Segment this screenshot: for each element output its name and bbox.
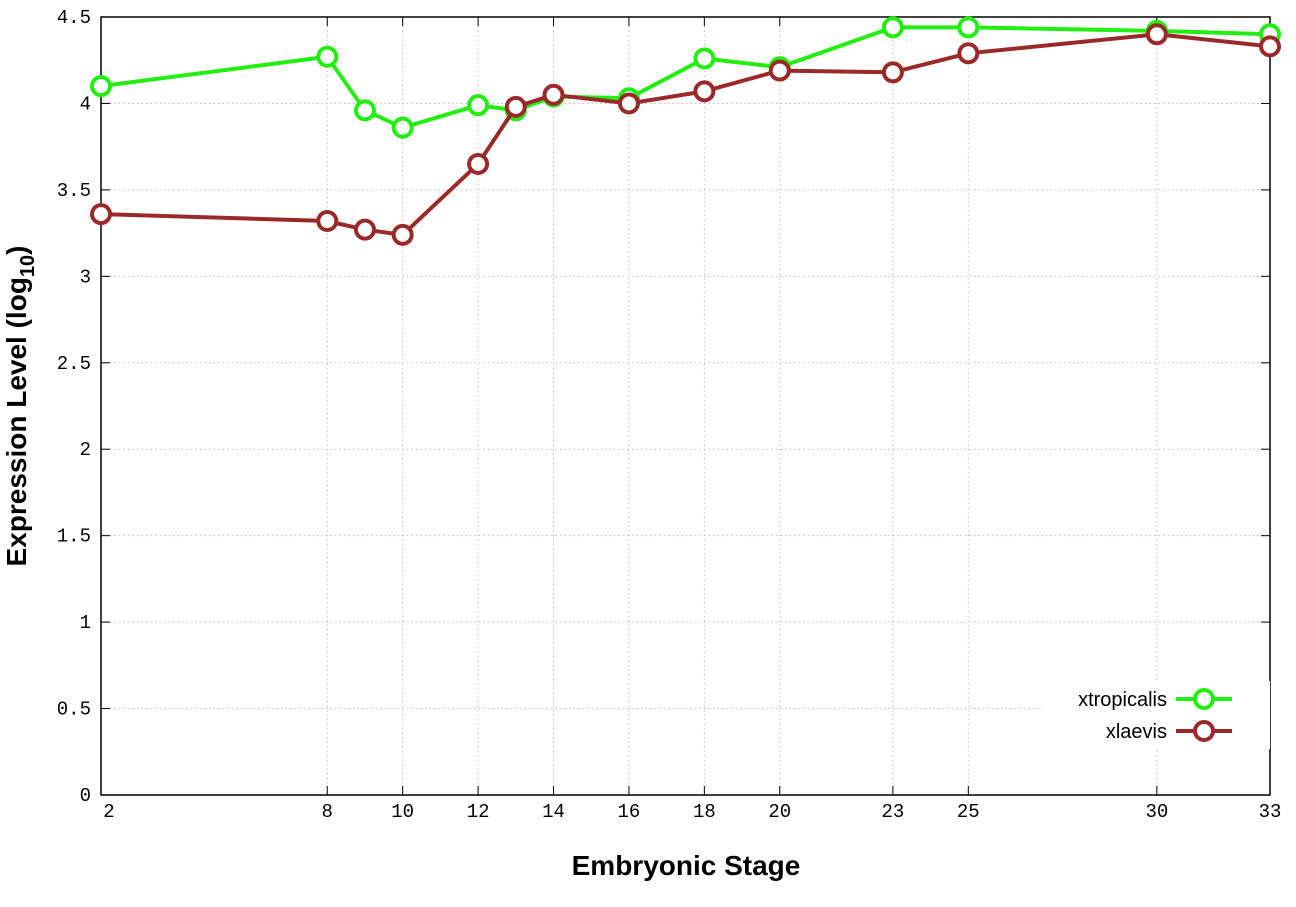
plot	[90, 16, 1281, 246]
data-point	[353, 99, 376, 122]
data-point	[1145, 23, 1168, 46]
y-tick-label: 2	[80, 439, 91, 461]
y-tick-label: 0	[80, 785, 91, 807]
data-point	[391, 116, 414, 139]
legend-label: xtropicalis	[1078, 689, 1167, 711]
legend: xtropicalis xlaevis	[1042, 681, 1270, 749]
x-tick-label: 20	[768, 801, 791, 823]
y-axis-label-text: Expression Level (log	[1, 277, 32, 566]
x-axis-label: Embryonic Stage	[572, 850, 801, 881]
data-point	[316, 210, 339, 233]
y-tick-label: 3.5	[57, 180, 91, 202]
y-tick-label: 2.5	[57, 353, 91, 375]
data-point	[957, 16, 980, 39]
data-point	[693, 47, 716, 70]
legend-background	[1042, 681, 1270, 749]
legend-label: xlaevis	[1106, 721, 1167, 743]
data-point	[881, 16, 904, 39]
x-tick-label: 2	[103, 801, 114, 823]
data-point	[90, 203, 112, 226]
data-point	[391, 223, 414, 246]
plot-frame	[100, 16, 1271, 796]
data-point	[316, 45, 339, 68]
y-tick-label: 3	[80, 266, 91, 288]
x-tick-label: 25	[957, 801, 980, 823]
data-point	[768, 59, 791, 82]
data-point	[353, 218, 376, 241]
x-tick-label: 33	[1259, 801, 1282, 823]
x-tick-label: 30	[1145, 801, 1168, 823]
x-tick-label: 8	[322, 801, 333, 823]
legend-marker	[1193, 720, 1215, 742]
x-tick-label: 12	[467, 801, 490, 823]
data-point	[467, 94, 490, 117]
data-point	[90, 75, 112, 98]
y-tick-label: 1	[80, 612, 91, 634]
data-point	[504, 95, 527, 118]
y-tick-label: 1.5	[57, 526, 91, 548]
x-tick-label: 23	[881, 801, 904, 823]
data-point	[693, 80, 716, 103]
data-point	[881, 61, 904, 84]
x-tick-label: 14	[542, 801, 565, 823]
data-point	[1259, 35, 1281, 58]
y-tick-label: 4	[80, 93, 91, 115]
x-tick-label: 10	[391, 801, 414, 823]
y-axis-label-suffix: )	[1, 246, 32, 255]
data-point	[617, 92, 640, 115]
data-point	[467, 152, 490, 175]
y-tick-label: 4.5	[57, 7, 91, 29]
data-point	[957, 42, 980, 65]
y-axis-label-subscript: 10	[17, 255, 39, 277]
x-tick-label: 18	[693, 801, 716, 823]
legend-marker	[1193, 688, 1215, 710]
data-point	[542, 83, 565, 106]
x-tick-label: 16	[618, 801, 641, 823]
y-tick-label: 0.5	[57, 699, 91, 721]
y-axis-label: Expression Level (log10)	[1, 246, 39, 567]
